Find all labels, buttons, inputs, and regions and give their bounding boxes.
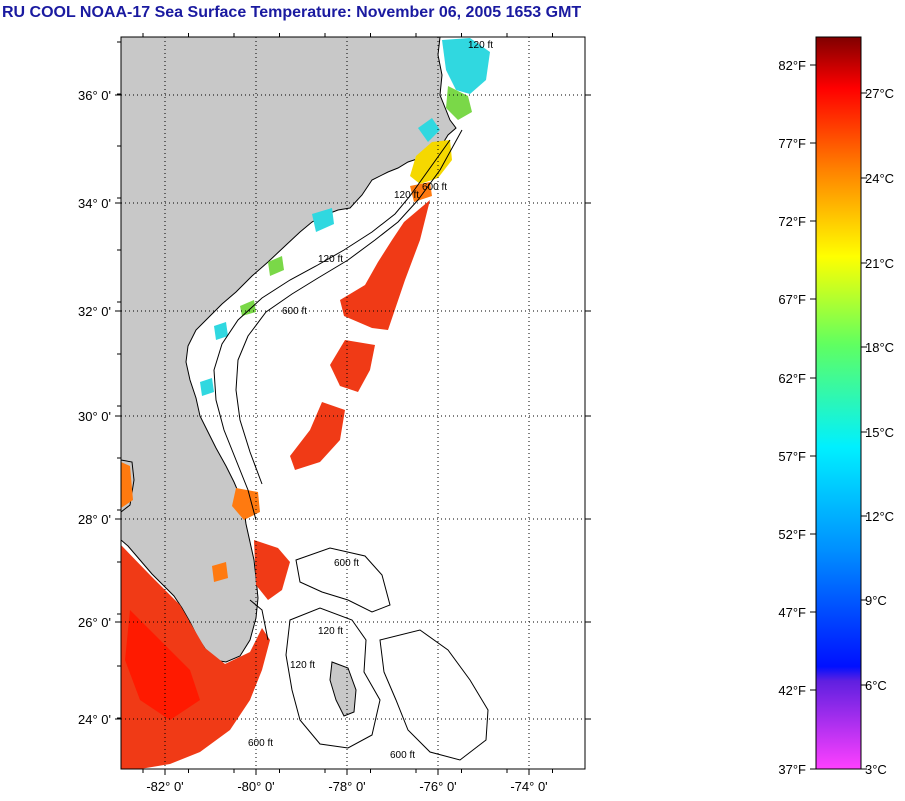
contour-label: 600 ft — [334, 558, 359, 569]
contour-label: 600 ft — [282, 306, 307, 317]
colorbar-f-label: 62°F — [778, 371, 806, 386]
colorbar-c-label: 21°C — [865, 256, 894, 271]
depth-contour-lines — [213, 129, 463, 521]
colorbar-c-label: 18°C — [865, 340, 894, 355]
colorbar-c-label: 12°C — [865, 509, 894, 524]
map-title: RU COOL NOAA-17 Sea Surface Temperature:… — [2, 4, 582, 21]
colorbar-c-label: 3°C — [865, 762, 887, 777]
colorbar-c-label: 6°C — [865, 678, 887, 693]
contour-label: 120 ft — [318, 254, 343, 265]
latitude-label: 26° 0' — [78, 615, 111, 630]
colorbar-f-label: 47°F — [778, 605, 806, 620]
latitude-label: 28° 0' — [78, 512, 111, 527]
longitude-label: -80° 0' — [237, 779, 274, 794]
colorbar-c-label: 9°C — [865, 593, 887, 608]
latitude-label: 24° 0' — [78, 712, 111, 727]
colorbar-c-label: 27°C — [865, 86, 894, 101]
contour-label: 120 ft — [290, 660, 315, 671]
colorbar-fahrenheit-labels: 82°F 77°F 72°F 67°F 62°F 57°F 52°F 47°F 42°F 37°F — [778, 58, 806, 777]
longitude-label: -74° 0' — [510, 779, 547, 794]
colorbar-celsius-labels: 27°C 24°C 21°C 18°C 15°C 12°C 9°C 6°C 3°C — [865, 86, 894, 777]
contour-label: 600 ft — [390, 750, 415, 761]
contour-labels: 120 ft 600 ft 120 ft 600 ft 120 ft 600 f… — [248, 40, 493, 761]
longitude-label: -78° 0' — [328, 779, 365, 794]
colorbar — [815, 36, 862, 770]
colorbar-f-label: 77°F — [778, 136, 806, 151]
contour-label: 600 ft — [422, 182, 447, 193]
colorbar-f-label: 67°F — [778, 292, 806, 307]
colorbar-f-label: 72°F — [778, 214, 806, 229]
colorbar-f-label: 57°F — [778, 449, 806, 464]
bahamas-bathymetry-contours — [249, 547, 489, 761]
colorbar-f-label: 42°F — [778, 683, 806, 698]
colorbar-c-label: 15°C — [865, 425, 894, 440]
contour-label: 120 ft — [468, 40, 493, 51]
contour-label: 120 ft — [394, 190, 419, 201]
bahamas-island — [329, 661, 357, 717]
map-layers: 120 ft 600 ft 120 ft 600 ft 120 ft 600 f… — [121, 37, 493, 769]
axis-ticks — [115, 33, 591, 775]
longitude-label: -82° 0' — [146, 779, 183, 794]
latitude-label: 34° 0' — [78, 196, 111, 211]
contour-label: 600 ft — [248, 738, 273, 749]
contour-label: 120 ft — [318, 626, 343, 637]
map-frame — [120, 36, 586, 770]
longitude-labels: -82° 0' -80° 0' -78° 0' -76° 0' -74° 0' — [146, 779, 547, 794]
map-gridlines — [121, 37, 585, 769]
colorbar-f-label: 82°F — [778, 58, 806, 73]
latitude-labels: 36° 0' 34° 0' 32° 0' 30° 0' 28° 0' 26° 0' 24° … — [78, 88, 111, 727]
latitude-label: 36° 0' — [78, 88, 111, 103]
colorbar-c-label: 24°C — [865, 171, 894, 186]
latitude-label: 32° 0' — [78, 304, 111, 319]
colorbar-ticks — [810, 64, 867, 770]
colorbar-f-label: 52°F — [778, 527, 806, 542]
sst-patches — [121, 38, 490, 769]
latitude-label: 30° 0' — [78, 409, 111, 424]
colorbar-f-label: 37°F — [778, 762, 806, 777]
longitude-label: -76° 0' — [419, 779, 456, 794]
